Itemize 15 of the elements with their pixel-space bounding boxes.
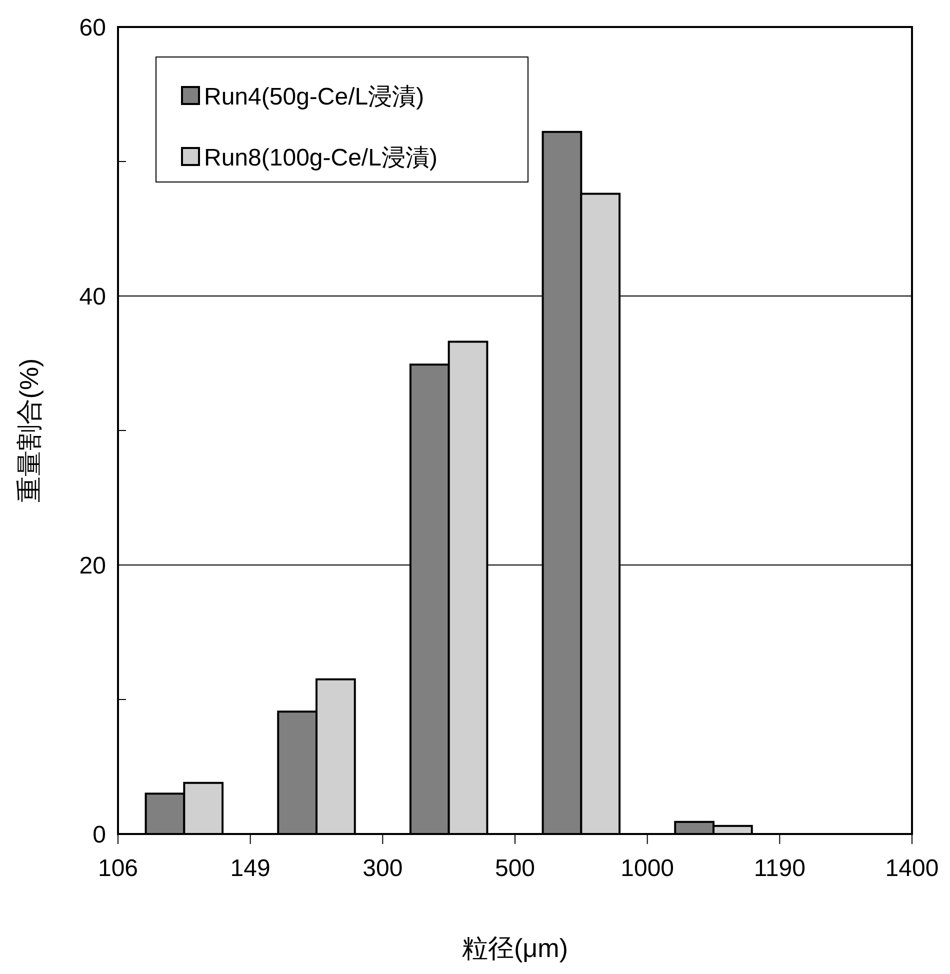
y-tick-label: 20 bbox=[79, 552, 106, 580]
x-axis-title: 粒径(μm) bbox=[462, 933, 568, 963]
x-tick-label: 106 bbox=[98, 855, 138, 882]
y-tick-label: 0 bbox=[92, 821, 106, 848]
x-tick-label: 149 bbox=[230, 855, 270, 882]
x-tick-label: 1000 bbox=[620, 855, 674, 882]
y-tick-label: 40 bbox=[79, 283, 106, 310]
x-tick-label: 1400 bbox=[885, 855, 939, 882]
legend-label: Run8(100g-Ce/L浸漬) bbox=[204, 144, 438, 172]
x-tick-label: 1190 bbox=[754, 855, 806, 882]
y-axis-title: 重量割合(%) bbox=[14, 358, 44, 503]
x-tick-label: 300 bbox=[362, 855, 403, 882]
y-tick-label: 60 bbox=[79, 14, 106, 42]
legend-label: Run4(50g-Ce/L浸漬) bbox=[204, 83, 424, 110]
x-tick-label: 500 bbox=[494, 855, 536, 882]
